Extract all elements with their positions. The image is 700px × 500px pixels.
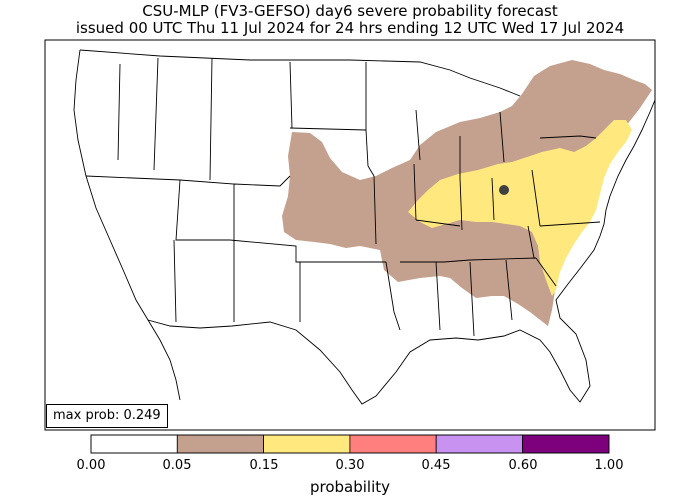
max-prob-marker	[499, 185, 509, 195]
colorbar-segment-5	[522, 434, 610, 454]
colorbar-tick: 0.30	[335, 458, 365, 473]
map-title: CSU-MLP (FV3-GEFSO) day6 severe probabil…	[142, 2, 558, 20]
colorbar-segment-2	[263, 434, 351, 454]
colorbar-tick: 0.00	[76, 458, 106, 473]
colorbar-segment-1	[176, 434, 265, 454]
map-frame	[44, 39, 656, 431]
colorbar-tick: 0.05	[162, 458, 192, 473]
map-subtitle: issued 00 UTC Thu 11 Jul 2024 for 24 hrs…	[75, 19, 625, 37]
colorbar-tick: 1.00	[594, 458, 624, 473]
colorbar-tick: 0.60	[508, 458, 538, 473]
prob-region-15-30	[408, 120, 632, 296]
max-prob-label: max prob: 0.249	[46, 404, 168, 428]
colorbar-segment-0	[90, 434, 178, 454]
colorbar	[90, 434, 610, 454]
boundary-lines	[73, 49, 656, 405]
colorbar-segment-4	[435, 434, 523, 454]
colorbar-label: probability	[309, 478, 391, 496]
colorbar-tick: 0.15	[249, 458, 279, 473]
colorbar-tick: 0.45	[421, 458, 451, 473]
colorbar-segment-3	[349, 434, 437, 454]
